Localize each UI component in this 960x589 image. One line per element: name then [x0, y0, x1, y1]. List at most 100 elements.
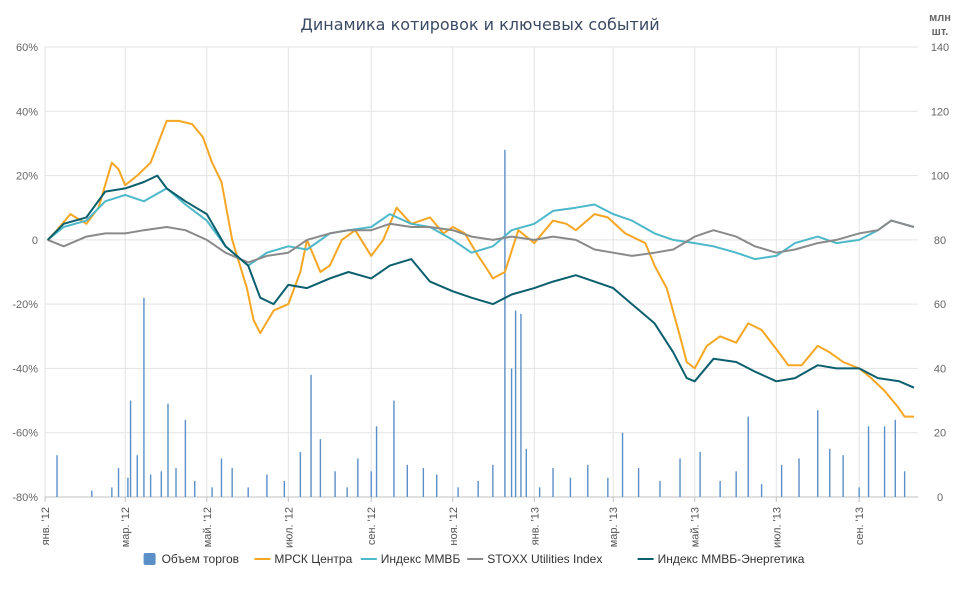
- left-axis: 60% 40% 20% 0 -20% -40% -60% -80%: [12, 42, 38, 504]
- volume-bar: [587, 464, 589, 497]
- left-axis-tick-label: 20%: [16, 171, 38, 183]
- x-axis-tick-label: янв. '13: [529, 507, 541, 545]
- volume-bar: [747, 416, 749, 497]
- right-axis: 140 120 100 80 60 40 20 0: [931, 42, 949, 504]
- volume-bar: [160, 471, 163, 497]
- legend-item-label: STOXX Utilities Index: [487, 552, 602, 566]
- volume-bar: [514, 310, 517, 497]
- volume-bar: [319, 439, 322, 497]
- volume-bar: [679, 458, 681, 497]
- volume-bar: [719, 480, 721, 497]
- volume-bar: [184, 419, 187, 497]
- volume-bar: [552, 468, 554, 497]
- legend-swatch-square: [143, 553, 156, 565]
- volume-bar: [167, 403, 169, 497]
- series-line: [46, 119, 914, 418]
- left-axis-tick-label: -20%: [12, 299, 38, 311]
- x-axis-tick-label: июл. '13: [771, 507, 783, 548]
- volume-bar: [858, 487, 860, 497]
- x-axis-tick-label: мар. '12: [120, 507, 132, 547]
- grid: [44, 46, 918, 498]
- volume-bar: [504, 149, 506, 497]
- volume-bar: [310, 374, 312, 497]
- x-axis-tick-label: июл. '12: [283, 507, 295, 548]
- volume-bar: [231, 468, 233, 497]
- right-axis-tick-label: 100: [931, 171, 949, 183]
- volume-bars: [56, 149, 906, 497]
- volume-bar: [699, 452, 701, 497]
- legend-item-label: Индекс ММВБ-Энергетика: [658, 552, 805, 566]
- left-axis-tick-label: 60%: [16, 42, 38, 54]
- x-axis-tick-label: май. '12: [202, 507, 214, 547]
- volume-bar: [510, 368, 513, 497]
- volume-bar: [436, 474, 438, 497]
- volume-bar: [266, 474, 268, 497]
- x-axis-tick-label: май. '13: [690, 507, 702, 547]
- volume-bar: [457, 487, 459, 497]
- left-axis-tick-label: -80%: [12, 492, 38, 504]
- volume-bar: [637, 468, 640, 497]
- series-line: [47, 219, 915, 264]
- right-axis-unit-line2: шт.: [932, 26, 949, 38]
- volume-bar: [56, 455, 58, 497]
- right-axis-tick-label: 0: [937, 492, 943, 504]
- left-axis-tick-label: 40%: [16, 106, 38, 118]
- volume-bar: [621, 432, 624, 497]
- volume-bar: [406, 464, 409, 497]
- legend: Объем торгов МРСК Центра Индекс ММВБ STOXX …: [143, 552, 805, 566]
- volume-bar: [299, 452, 302, 497]
- volume-bar: [220, 458, 223, 497]
- volume-bar: [867, 426, 870, 497]
- chart-title: Динамика котировок и ключевых событий: [300, 15, 659, 34]
- volume-bar: [477, 480, 479, 497]
- x-axis-tick-label: сен. '12: [366, 507, 378, 545]
- x-axis: янв. '12 мар. '12 май. '12 июл. '12 сен. '12…: [40, 496, 918, 548]
- series-line: [46, 174, 915, 389]
- x-axis-tick-label: янв. '12: [40, 507, 52, 545]
- volume-bar: [525, 448, 527, 497]
- volume-bar: [149, 474, 152, 497]
- volume-bar: [129, 400, 132, 497]
- left-axis-tick-label: -40%: [12, 363, 38, 375]
- volume-bar: [607, 477, 609, 497]
- volume-bar: [211, 487, 213, 497]
- volume-bar: [357, 458, 359, 497]
- right-axis-tick-label: 120: [931, 106, 949, 118]
- volume-bar: [143, 297, 145, 497]
- legend-item-label: Индекс ММВБ: [381, 552, 461, 566]
- right-axis-tick-label: 20: [934, 428, 946, 440]
- volume-bar: [903, 471, 906, 497]
- volume-bar: [760, 484, 763, 497]
- left-axis-tick-label: -60%: [12, 428, 38, 440]
- volume-bar: [817, 410, 819, 497]
- volume-bar: [346, 487, 348, 497]
- x-axis-tick-label: сен. '13: [854, 507, 866, 545]
- volume-bar: [175, 468, 177, 497]
- volume-bar: [883, 426, 886, 497]
- x-axis-tick-label: мар. '13: [608, 507, 620, 547]
- volume-bar: [91, 490, 93, 497]
- volume-bar: [894, 419, 896, 497]
- series-line: [47, 187, 915, 267]
- legend-item-label: Объем торгов: [162, 552, 239, 566]
- volume-bar: [798, 458, 800, 497]
- right-axis-tick-label: 40: [934, 363, 946, 375]
- volume-bar: [520, 313, 522, 497]
- volume-bar: [111, 487, 113, 497]
- volume-bar: [247, 487, 249, 497]
- volume-bar: [136, 455, 138, 497]
- left-axis-tick-label: 0: [32, 235, 38, 247]
- volume-bar: [194, 480, 196, 497]
- volume-bar: [538, 487, 541, 497]
- volume-bar: [393, 400, 395, 497]
- right-axis-tick-label: 80: [934, 235, 946, 247]
- volume-bar: [117, 468, 120, 497]
- volume-bar: [492, 464, 494, 497]
- right-axis-tick-label: 60: [934, 299, 946, 311]
- volume-bar: [370, 471, 372, 497]
- volume-bar: [127, 477, 129, 497]
- volume-bar: [334, 471, 336, 497]
- volume-bar: [735, 471, 737, 497]
- volume-bar: [375, 426, 378, 497]
- volume-bar: [659, 480, 661, 497]
